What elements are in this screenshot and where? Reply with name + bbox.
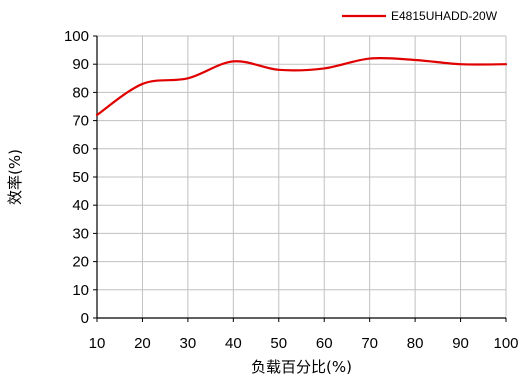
y-tick-label: 100 bbox=[64, 28, 89, 45]
x-tick-label: 70 bbox=[361, 335, 378, 352]
x-tick-label: 100 bbox=[493, 335, 518, 352]
y-tick-label: 0 bbox=[81, 310, 89, 327]
x-tick-label: 40 bbox=[225, 335, 242, 352]
x-tick-label: 20 bbox=[134, 335, 151, 352]
x-tick-label: 60 bbox=[316, 335, 333, 352]
y-tick-label: 30 bbox=[72, 225, 89, 242]
y-axis-title: 效率(%) bbox=[6, 149, 24, 205]
y-tick-label: 90 bbox=[72, 56, 89, 73]
series-layer bbox=[95, 56, 508, 117]
y-tick-label: 60 bbox=[72, 141, 89, 158]
tick-labels: 10 20 30 40 50 60 70 80 90 1000102030405060708090… bbox=[64, 28, 519, 352]
x-tick-label: 10 bbox=[89, 335, 106, 352]
grid bbox=[96, 35, 507, 319]
series-line bbox=[95, 56, 508, 117]
x-tick-label: 50 bbox=[270, 335, 287, 352]
y-tick-label: 50 bbox=[72, 169, 89, 186]
legend-label: E4815UHADD-20W bbox=[391, 9, 498, 23]
x-tick-label: 80 bbox=[407, 335, 424, 352]
x-tick-label: 30 bbox=[180, 335, 197, 352]
x-tick-label: 90 bbox=[452, 335, 469, 352]
legend: E4815UHADD-20W bbox=[342, 9, 498, 23]
y-tick-label: 80 bbox=[72, 84, 89, 101]
y-tick-label: 40 bbox=[72, 197, 89, 214]
x-axis-title: 负载百分比(%) bbox=[251, 358, 352, 376]
axes bbox=[93, 35, 507, 322]
y-tick-label: 10 bbox=[72, 282, 89, 299]
y-tick-label: 70 bbox=[72, 113, 89, 130]
y-tick-label: 20 bbox=[72, 254, 89, 271]
